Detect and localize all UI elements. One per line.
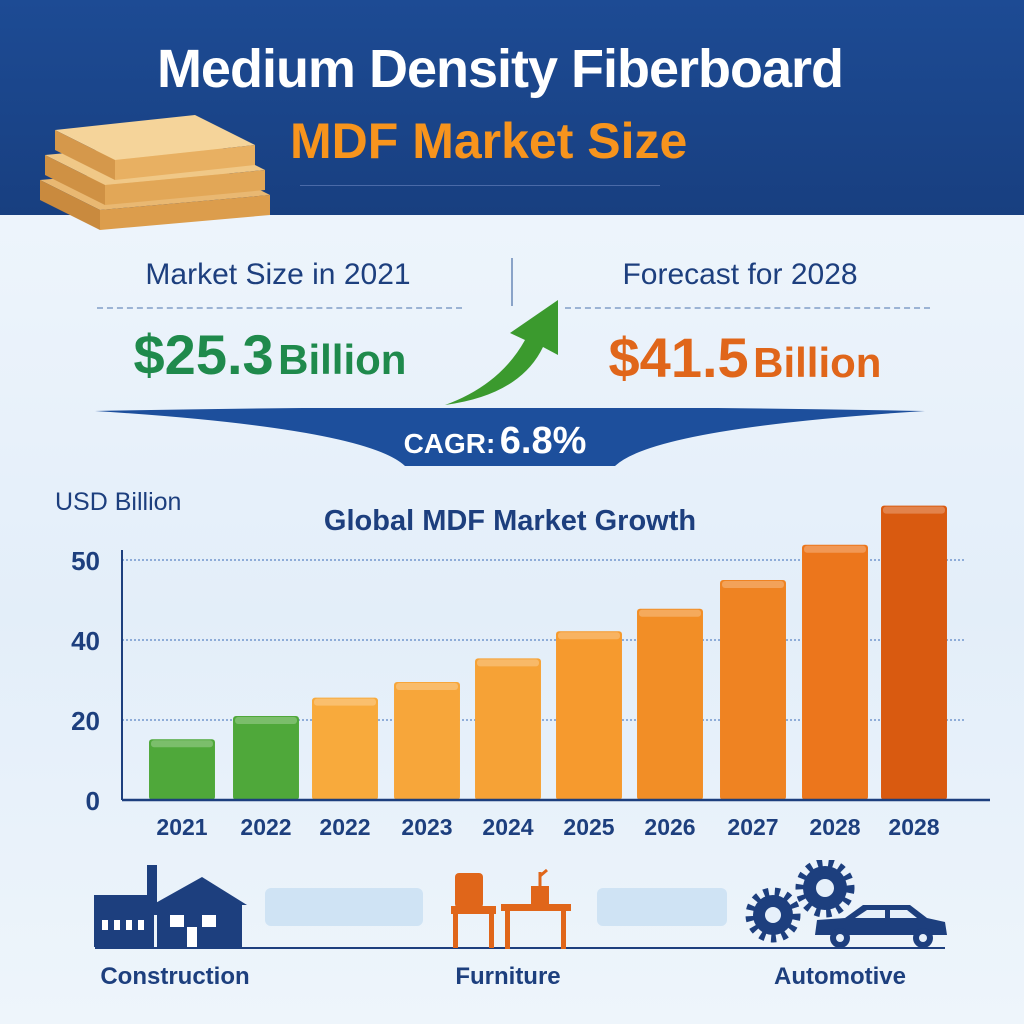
chart-title: Global MDF Market Growth bbox=[323, 505, 697, 537]
connector-bubble bbox=[597, 888, 727, 926]
connector-bubble bbox=[265, 888, 423, 926]
market-size-2021-value: $25.3 Billion bbox=[60, 322, 480, 387]
y-axis-label: USD Billion bbox=[55, 488, 182, 516]
mdf-boards-icon bbox=[40, 115, 270, 230]
y-tick-label: 50 bbox=[71, 546, 100, 576]
x-tick-label: 2025 bbox=[563, 814, 614, 840]
y-tick-label: 40 bbox=[71, 626, 100, 656]
bar bbox=[556, 631, 622, 800]
bar bbox=[149, 739, 215, 800]
growth-arrow-icon bbox=[445, 300, 558, 405]
bar bbox=[394, 682, 460, 800]
bar bbox=[475, 658, 541, 800]
bar bbox=[312, 697, 378, 800]
bar-chart: 0 20 40 50 2021 2022 2022 2023 2024 2025 2026 2027 2… bbox=[71, 505, 990, 840]
page-subtitle: MDF Market Size bbox=[290, 113, 688, 169]
bar-highlight bbox=[804, 545, 866, 553]
market-size-2021-label: Market Size in 2021 bbox=[145, 258, 411, 291]
footer-construction-label: Construction bbox=[100, 963, 250, 990]
x-tick-label: 2024 bbox=[482, 814, 533, 840]
bar-highlight bbox=[722, 581, 784, 588]
cagr-number: 6.8% bbox=[499, 420, 587, 462]
divider bbox=[565, 307, 930, 309]
vertical-divider bbox=[511, 258, 513, 306]
bar-highlight bbox=[477, 659, 539, 667]
bar-highlight bbox=[396, 683, 458, 690]
x-tick-label: 2028 bbox=[888, 814, 939, 840]
forecast-2028-value: $41.5 Billion bbox=[535, 325, 955, 390]
value-number: $25.3 bbox=[133, 323, 274, 386]
footer-automotive-label: Automotive bbox=[774, 963, 906, 990]
cagr-banner bbox=[95, 408, 925, 466]
forecast-2028-label: Forecast for 2028 bbox=[622, 258, 858, 291]
cagr-value: CAGR: 6.8% bbox=[330, 420, 660, 463]
cagr-label: CAGR: bbox=[403, 428, 496, 459]
value-number: $41.5 bbox=[608, 326, 749, 389]
page-title: Medium Density Fiberboard bbox=[156, 39, 844, 99]
x-tick-label: 2022 bbox=[319, 814, 370, 840]
value-unit: Billion bbox=[278, 336, 407, 383]
bar bbox=[802, 544, 868, 800]
automotive-icon bbox=[745, 860, 947, 948]
value-unit: Billion bbox=[753, 339, 882, 386]
x-tick-label: 2023 bbox=[401, 814, 452, 840]
x-tick-label: 2028 bbox=[809, 814, 860, 840]
x-tick-label: 2022 bbox=[240, 814, 291, 840]
title-underline bbox=[300, 185, 660, 186]
footer-line bbox=[95, 947, 945, 949]
furniture-icon bbox=[451, 868, 571, 949]
y-tick-label: 0 bbox=[86, 786, 100, 816]
bar-highlight bbox=[558, 632, 620, 640]
bar bbox=[637, 608, 703, 800]
bar bbox=[720, 580, 786, 800]
bar-highlight bbox=[314, 698, 376, 706]
y-tick-label: 20 bbox=[71, 706, 100, 736]
x-tick-label: 2027 bbox=[727, 814, 778, 840]
x-tick-label: 2021 bbox=[156, 814, 207, 840]
bar-highlight bbox=[151, 740, 213, 748]
footer-furniture-label: Furniture bbox=[455, 963, 561, 990]
bar-highlight bbox=[639, 609, 701, 617]
x-tick-label: 2026 bbox=[644, 814, 695, 840]
bar-highlight bbox=[883, 506, 945, 514]
bar bbox=[233, 716, 299, 800]
construction-icon bbox=[94, 865, 247, 947]
divider bbox=[97, 307, 462, 309]
bar-highlight bbox=[235, 717, 297, 724]
bar bbox=[881, 505, 947, 800]
